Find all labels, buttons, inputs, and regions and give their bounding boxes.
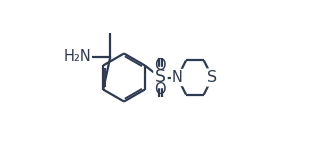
Text: S: S — [207, 70, 217, 85]
Text: O: O — [155, 82, 166, 97]
Text: N: N — [172, 70, 183, 85]
Text: S: S — [155, 69, 166, 86]
Text: H₂N: H₂N — [64, 49, 91, 64]
Text: O: O — [155, 58, 166, 73]
